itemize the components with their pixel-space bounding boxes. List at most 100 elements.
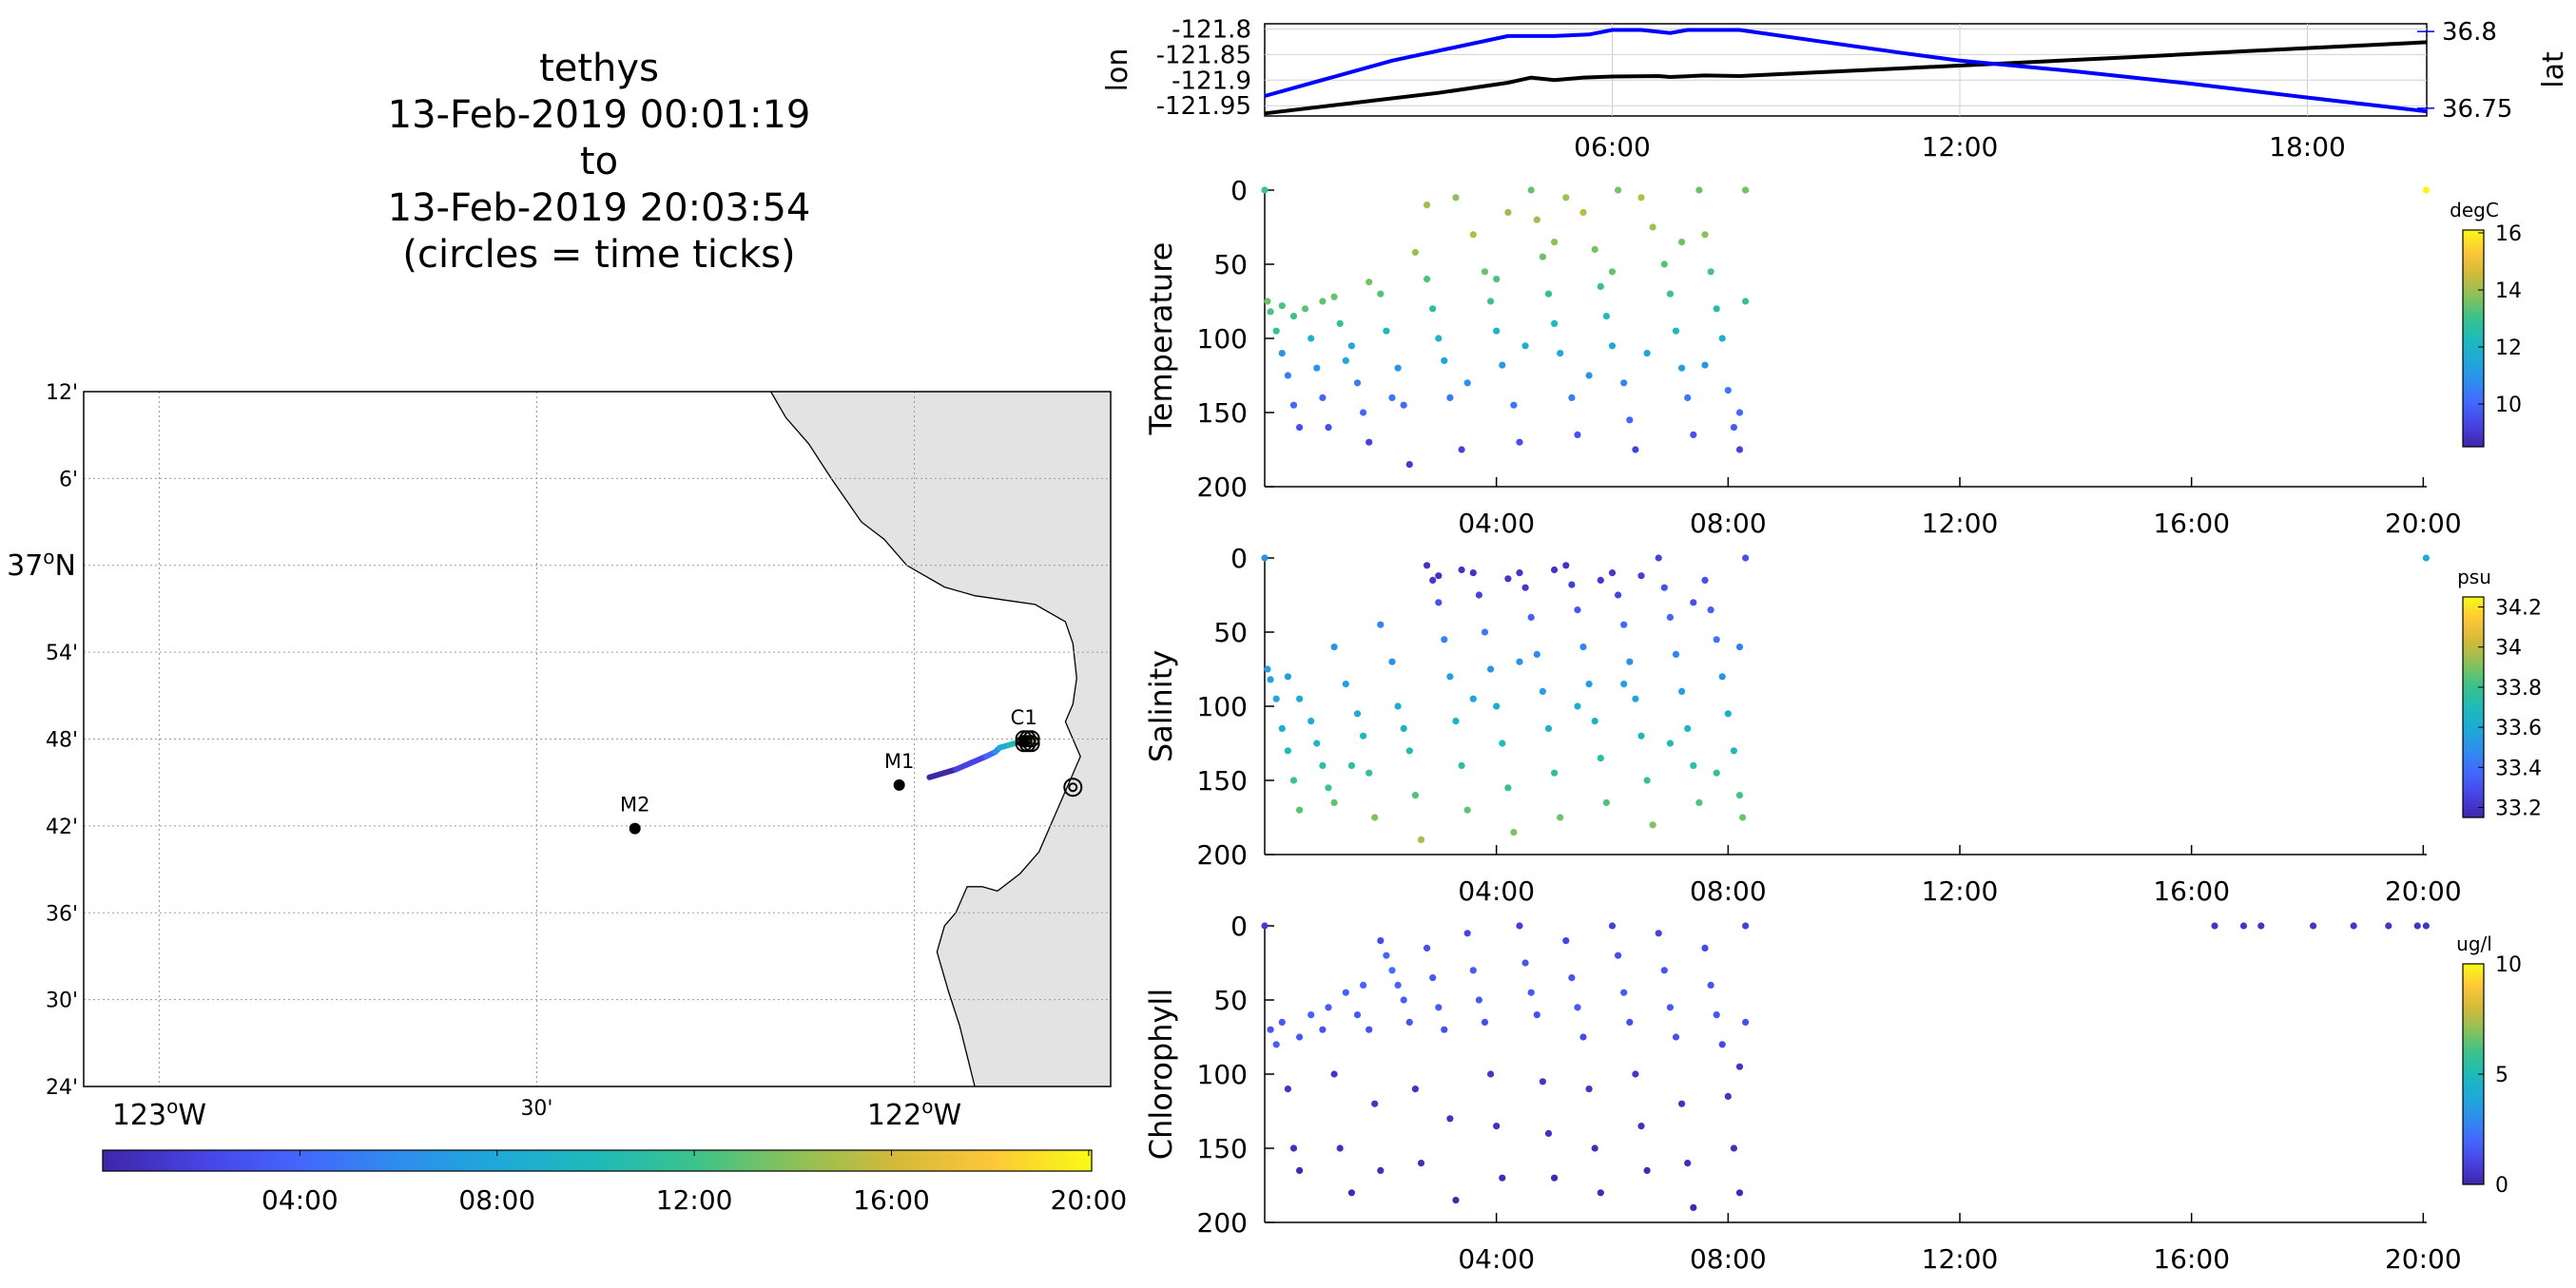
temperature-data-point	[1383, 327, 1390, 335]
chlorophyll-data-point	[1516, 922, 1523, 930]
lat-series-line	[1264, 28, 2428, 114]
chlorophyll-data-point	[1347, 1189, 1355, 1197]
salinity-data-point	[1597, 576, 1604, 585]
chlorophyll-y-tick-label: 50	[1213, 985, 1248, 1016]
figure-title: tethys 13-Feb-2019 00:01:19 to 13-Feb-20…	[388, 47, 811, 277]
salinity-data-point	[1713, 769, 1720, 777]
chlorophyll-colorbar-unit: ug/l	[2456, 932, 2492, 955]
salinity-data-point	[1400, 724, 1407, 733]
temperature-data-point	[1724, 387, 1732, 394]
salinity-data-point	[1313, 740, 1321, 747]
chlorophyll-data-point	[1608, 922, 1617, 930]
salinity-data-point	[1499, 740, 1506, 747]
salinity-data-point	[1424, 562, 1431, 569]
title-line-platform: tethys	[539, 47, 659, 90]
chlorophyll-data-point	[1539, 1078, 1546, 1086]
time-colorbar-bar	[102, 1149, 1093, 1172]
chlorophyll-data-point	[2422, 922, 2430, 930]
salinity-data-point	[1678, 687, 1686, 696]
temperature-data-point	[1284, 372, 1291, 379]
temperature-data-point	[1365, 438, 1373, 446]
temperature-panel: 0 50 100 150 200 04:00 08:00 12:00 16:00 20:00 Tem…	[1143, 175, 2522, 539]
temperature-x-tick-label: 12:00	[1922, 508, 1999, 539]
temperature-data-point	[1347, 342, 1355, 350]
title-line-to: to	[580, 140, 618, 183]
salinity-data-point	[1417, 836, 1425, 844]
salinity-data-point	[1307, 718, 1315, 725]
temperature-data-point	[1620, 379, 1628, 387]
temperature-data-point	[1330, 293, 1338, 300]
temperature-colorbar	[2462, 229, 2485, 448]
map-lon-label: 123oW	[112, 1095, 206, 1132]
temperature-colorbar-tick-label: 12	[2495, 336, 2522, 360]
chlorophyll-data-point	[1690, 1203, 1697, 1211]
salinity-data-point	[1574, 606, 1581, 614]
chlorophyll-x-tick-label: 12:00	[1922, 1243, 1999, 1275]
salinity-data-point	[1319, 761, 1327, 770]
salinity-colorbar-tick-label: 33.4	[2495, 757, 2542, 780]
chlorophyll-data-point	[1336, 1144, 1344, 1152]
temperature-data-point	[1735, 446, 1744, 453]
temperature-data-point	[1319, 394, 1327, 401]
map-time-tick-circle	[1063, 778, 1083, 798]
chlorophyll-colorbar-tick-label: 0	[2495, 1174, 2508, 1198]
salinity-data-point	[1597, 755, 1604, 762]
temperature-data-point	[1424, 276, 1431, 283]
chlorophyll-data-point	[1597, 1189, 1604, 1197]
temperature-data-point	[1302, 305, 1309, 313]
temperature-data-point	[1626, 416, 1634, 424]
salinity-data-point	[1690, 761, 1697, 770]
map-lat-label: 12'	[46, 381, 78, 405]
salinity-data-point	[1516, 658, 1523, 665]
chlorophyll-data-point	[1463, 930, 1471, 937]
temperature-colorbar-tick-label: 10	[2495, 394, 2522, 417]
salinity-data-point	[1568, 581, 1576, 588]
temperature-data-point	[1608, 342, 1617, 350]
title-line-note: (circles = time ticks)	[402, 233, 795, 277]
chlorophyll-data-point	[1724, 1092, 1732, 1100]
temperature-data-point	[1278, 350, 1286, 357]
salinity-data-point	[1608, 569, 1617, 577]
temperature-data-point	[1487, 298, 1495, 305]
chlorophyll-y-tick-label: 0	[1230, 911, 1248, 942]
temperature-data-point	[1342, 356, 1349, 364]
temperature-data-point	[1637, 194, 1645, 202]
chlorophyll-data-point	[1278, 1018, 1286, 1026]
temperature-y-tick-label: 150	[1197, 397, 1248, 429]
chlorophyll-data-point	[1533, 1011, 1540, 1019]
salinity-x-tick-label: 20:00	[2385, 875, 2462, 907]
temperature-data-point	[1307, 335, 1315, 342]
salinity-data-point	[1551, 566, 1559, 574]
chlorophyll-data-point	[2239, 922, 2248, 930]
chlorophyll-data-point	[1296, 1033, 1304, 1041]
chlorophyll-data-point	[1469, 967, 1477, 974]
temperature-data-point	[1516, 438, 1523, 446]
temperature-data-point	[1289, 313, 1298, 320]
chlorophyll-data-point	[1585, 1086, 1593, 1093]
mooring-marker	[1017, 736, 1030, 748]
salinity-y-tick-label: 50	[1213, 617, 1248, 648]
chlorophyll-data-point	[1342, 989, 1349, 996]
temperature-y-tick-label: 100	[1197, 323, 1248, 355]
temperature-data-point	[1458, 446, 1465, 453]
temperature-data-point	[1701, 361, 1709, 369]
salinity-data-point	[1446, 673, 1454, 681]
title-line-end: 13-Feb-2019 20:03:54	[388, 186, 811, 230]
salinity-data-point	[1463, 806, 1471, 814]
temperature-data-point	[1742, 186, 1750, 194]
temperature-data-point	[1521, 342, 1529, 350]
map-lon-label: 30'	[520, 1097, 552, 1121]
lon-tick-label: -121.9	[1172, 67, 1251, 95]
salinity-colorbar-tick-label: 34	[2495, 637, 2522, 661]
chlorophyll-data-point	[1289, 1144, 1298, 1152]
chlorophyll-data-point	[1400, 996, 1407, 1004]
salinity-data-point	[1411, 792, 1419, 799]
salinity-data-point	[1267, 676, 1274, 683]
salinity-colorbar-unit: psu	[2457, 566, 2491, 588]
temperature-data-point	[1400, 401, 1407, 409]
temperature-data-point	[1678, 239, 1686, 246]
salinity-colorbar-tick-label: 33.8	[2495, 677, 2542, 701]
temperature-data-point	[1296, 424, 1304, 432]
temperature-data-point	[1533, 216, 1540, 223]
salinity-data-point	[1735, 792, 1744, 799]
